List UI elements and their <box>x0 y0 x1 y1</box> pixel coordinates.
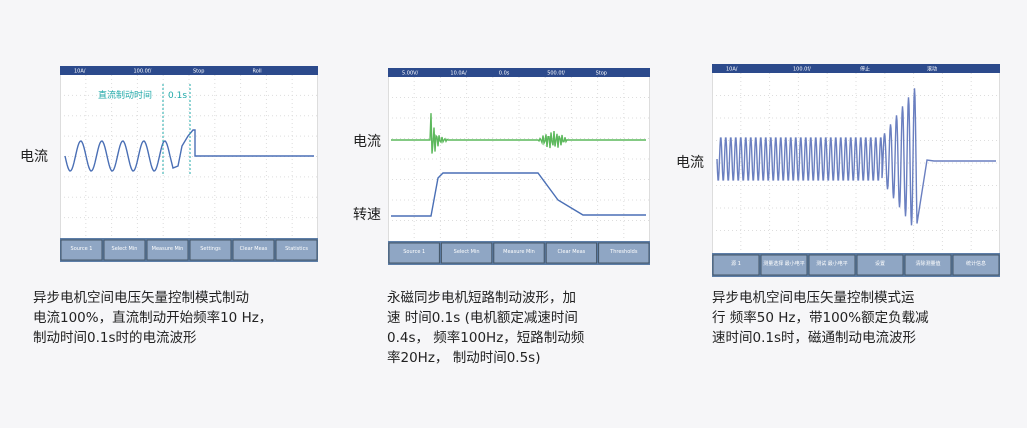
softkey-label: Statistics <box>285 246 308 252</box>
caption-line: 永磁同步电机短路制动波形，加 <box>387 290 576 306</box>
signal-label: 电流 <box>20 149 48 165</box>
caption-line: 电流100%，直流制动开始频率10 Hz， <box>33 310 273 326</box>
oscilloscope: 5.00V/10.0A/0.0s 500.0f/Stop Source 1 Selec… <box>388 68 650 265</box>
caption-line: 异步电机空间电压矢量控制模式运 <box>712 290 915 306</box>
softkey <box>440 242 493 264</box>
softkey-label: Select Min <box>112 246 138 252</box>
waveform <box>716 88 996 226</box>
caption-line: 制动时间0.1s时的电流波形 <box>33 330 197 346</box>
waveform <box>391 113 646 154</box>
softkey <box>189 239 232 261</box>
softkey <box>808 254 856 276</box>
softkey <box>103 239 146 261</box>
status-text: 500.0f/ <box>547 71 565 77</box>
caption-line: 行 频率50 Hz，带100%额定负载减 <box>712 310 929 326</box>
caption-line: 速时间0.1s时，磁通制动电流波形 <box>712 330 917 346</box>
status-bar <box>388 68 650 77</box>
oscilloscope: 10A/100.0f/Stop Roll 直流制动时间 0.1s Source 1 Sel… <box>60 66 318 262</box>
softkey <box>545 242 598 264</box>
softkey-label: Measure Min <box>152 246 184 252</box>
softkey-label: 源 1 <box>731 260 741 267</box>
status-text: 滚动 <box>927 66 937 73</box>
caption-line: 异步电机空间电压矢量控制模式制动 <box>33 290 249 306</box>
signal-label: 电流 <box>676 155 704 171</box>
status-text: 10A/ <box>74 69 86 75</box>
screen <box>388 68 650 265</box>
oscilloscope: 10A/100.0f/停止 滚动源 1 测量选择 最小电平 测试 最小电平 设置 清除测量… <box>712 64 1000 277</box>
softkey <box>493 242 545 264</box>
caption-line: 率20Hz， 制动时间0.5s) <box>387 350 541 366</box>
waveform <box>64 129 314 172</box>
status-text: 100.0f/ <box>793 67 811 73</box>
softkey-label: Clear Meas <box>240 246 268 252</box>
softkey <box>712 254 760 276</box>
caption: 异步电机空间电压矢量控制模式运行 频率50 Hz，带100%额定负载减 速时间0.… <box>712 288 929 348</box>
status-text: Roll <box>253 69 262 75</box>
softkey-label: 设置 <box>875 260 885 267</box>
annotation: 0.1s <box>168 91 187 101</box>
softkey <box>760 254 808 276</box>
status-bar <box>60 66 318 75</box>
softkey-label: Thresholds <box>609 249 638 255</box>
caption: 异步电机空间电压矢量控制模式制动电流100%，直流制动开始频率10 Hz， 制动时… <box>33 288 272 348</box>
softkey <box>60 239 103 261</box>
annotation: 直流制动时间 <box>98 89 152 101</box>
softkey <box>388 242 440 264</box>
caption: 永磁同步电机短路制动波形，加速 时间0.1s (电机额定减速时间 0.4s， 频率… <box>387 288 584 368</box>
softkey-bar <box>712 253 1000 277</box>
softkey <box>598 242 650 264</box>
softkey-label: 清除测量值 <box>915 260 940 267</box>
softkey <box>856 254 904 276</box>
status-text: 10.0A/ <box>450 71 467 77</box>
caption-line: 0.4s， 频率100Hz，短路制动频 <box>387 330 585 346</box>
softkey-bar <box>60 238 318 262</box>
waveform <box>391 172 646 217</box>
softkey-label: 测试 最小电平 <box>816 260 848 267</box>
softkey <box>275 239 318 261</box>
status-text: Stop <box>596 71 607 77</box>
softkey <box>904 254 952 276</box>
softkey-label: Clear Meas <box>558 249 586 255</box>
caption-line: 速 时间0.1s (电机额定减速时间 <box>387 310 578 326</box>
status-text: 10A/ <box>726 67 738 73</box>
softkey-label: Settings <box>200 246 221 252</box>
softkey-label: Source 1 <box>403 249 425 255</box>
status-bar <box>712 64 1000 73</box>
status-text: 停止 <box>860 66 870 73</box>
signal-label: 转速 <box>353 207 381 223</box>
status-text: 100.0f/ <box>134 69 152 75</box>
softkey-label: Source 1 <box>71 246 93 252</box>
softkey-label: 统计信息 <box>966 260 986 267</box>
signal-label: 电流 <box>353 134 381 150</box>
softkey <box>146 239 189 261</box>
softkey-label: Measure Min <box>503 249 535 255</box>
softkey <box>232 239 275 261</box>
softkey-label: 测量选择 最小电平 <box>763 260 805 267</box>
status-text: 5.00V/ <box>402 71 419 77</box>
softkey-label: Select Min <box>454 249 480 255</box>
status-text: 0.0s <box>499 71 510 77</box>
status-text: Stop <box>193 69 204 75</box>
softkey <box>952 254 1000 276</box>
